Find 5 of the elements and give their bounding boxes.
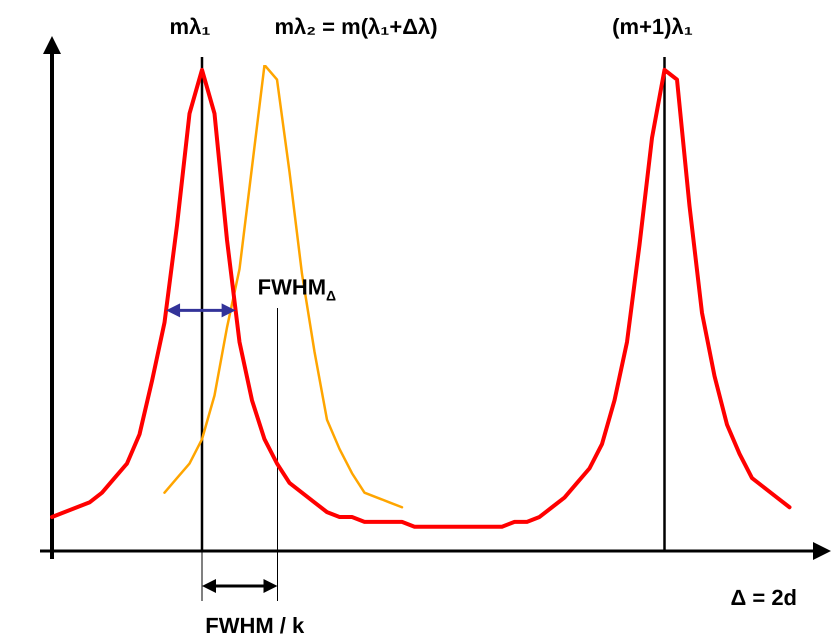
text: FWHM / k: [205, 613, 306, 636]
text: (m+1)λ₁: [612, 14, 693, 39]
x-axis-title: Δ = 2d: [730, 585, 798, 610]
text: mλ₂ = m(λ₁+Δλ): [274, 14, 438, 39]
text: mλ₁: [170, 14, 210, 39]
